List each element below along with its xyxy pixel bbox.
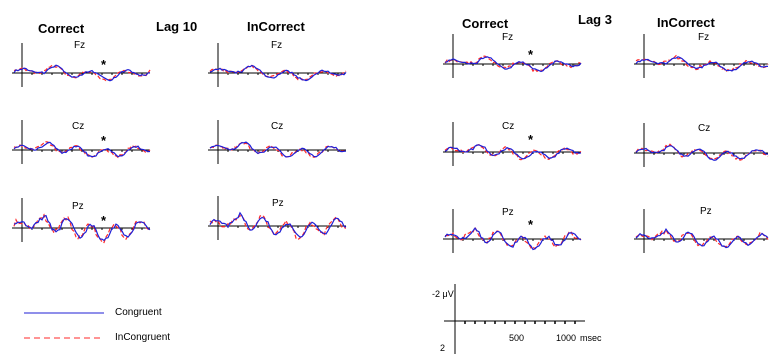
erp-panel-fz — [208, 43, 347, 87]
significance-star: * — [528, 217, 534, 232]
legend-incongruent-label: InCongruent — [115, 332, 171, 343]
congruent-waveform — [209, 141, 347, 158]
congruent-waveform — [444, 56, 582, 73]
significance-star: * — [528, 47, 534, 62]
channel-label-fz: Fz — [502, 32, 514, 43]
congruent-waveform — [635, 145, 769, 161]
congruent-waveform — [209, 211, 347, 238]
congruent-waveform — [444, 144, 582, 160]
channel-label-pz: Pz — [700, 206, 712, 217]
congruent-waveform — [13, 141, 150, 158]
scale-time-unit: msec — [580, 333, 602, 343]
significance-star: * — [528, 132, 534, 147]
incongruent-waveform — [444, 143, 582, 161]
congruent-waveform — [209, 64, 347, 82]
congruent-waveform — [13, 214, 151, 242]
scale-lower-label: 2 — [440, 343, 446, 353]
incongruent-waveform — [635, 143, 769, 161]
header-incorrect-lag10: InCorrect — [247, 19, 305, 34]
channel-label-cz: Cz — [72, 121, 85, 132]
incongruent-waveform — [635, 228, 769, 248]
incongruent-waveform — [13, 141, 151, 159]
channel-label-fz: Fz — [74, 40, 86, 51]
erp-panel-pz — [12, 198, 151, 244]
erp-panel-cz — [634, 123, 769, 167]
erp-panel-fz — [443, 34, 582, 78]
channel-label-pz: Pz — [502, 207, 514, 218]
header-lag10: Lag 10 — [156, 19, 198, 34]
header-correct-lag3: Correct — [462, 16, 509, 31]
channel-label-pz: Pz — [72, 201, 84, 212]
erp-panel-pz — [208, 196, 347, 241]
channel-label-pz: Pz — [272, 198, 284, 209]
congruent-waveform — [635, 56, 768, 72]
scale-tick-label-500: 500 — [509, 333, 525, 343]
header-incorrect-lag3: InCorrect — [657, 15, 715, 30]
channel-label-cz: Cz — [502, 121, 515, 132]
erp-panel-cz — [443, 122, 582, 166]
channel-label-fz: Fz — [698, 32, 710, 43]
congruent-waveform — [444, 227, 582, 251]
erp-panel-fz — [634, 34, 769, 78]
erp-panel-cz — [208, 120, 347, 164]
erp-panel-pz — [634, 209, 769, 253]
erp-panel-cz — [12, 120, 151, 164]
significance-star: * — [101, 133, 107, 148]
congruent-waveform — [13, 64, 151, 82]
channel-label-cz: Cz — [698, 123, 711, 134]
channel-label-fz: Fz — [271, 40, 283, 51]
header-correct-lag10: Correct — [38, 21, 85, 36]
incongruent-waveform — [209, 214, 347, 241]
header-lag3: Lag 3 — [578, 12, 612, 27]
erp-panel-fz — [12, 43, 151, 87]
significance-star: * — [101, 213, 107, 228]
scale-amplitude-label: -2 μV — [432, 289, 454, 299]
legend-congruent-label: Congruent — [115, 307, 162, 318]
congruent-waveform — [635, 227, 769, 249]
significance-star: * — [101, 57, 107, 72]
scale-tick-label-1000: 1000 — [556, 333, 577, 343]
channel-label-cz: Cz — [271, 121, 284, 132]
incongruent-waveform — [635, 54, 769, 73]
erp-panel-pz — [443, 209, 582, 253]
